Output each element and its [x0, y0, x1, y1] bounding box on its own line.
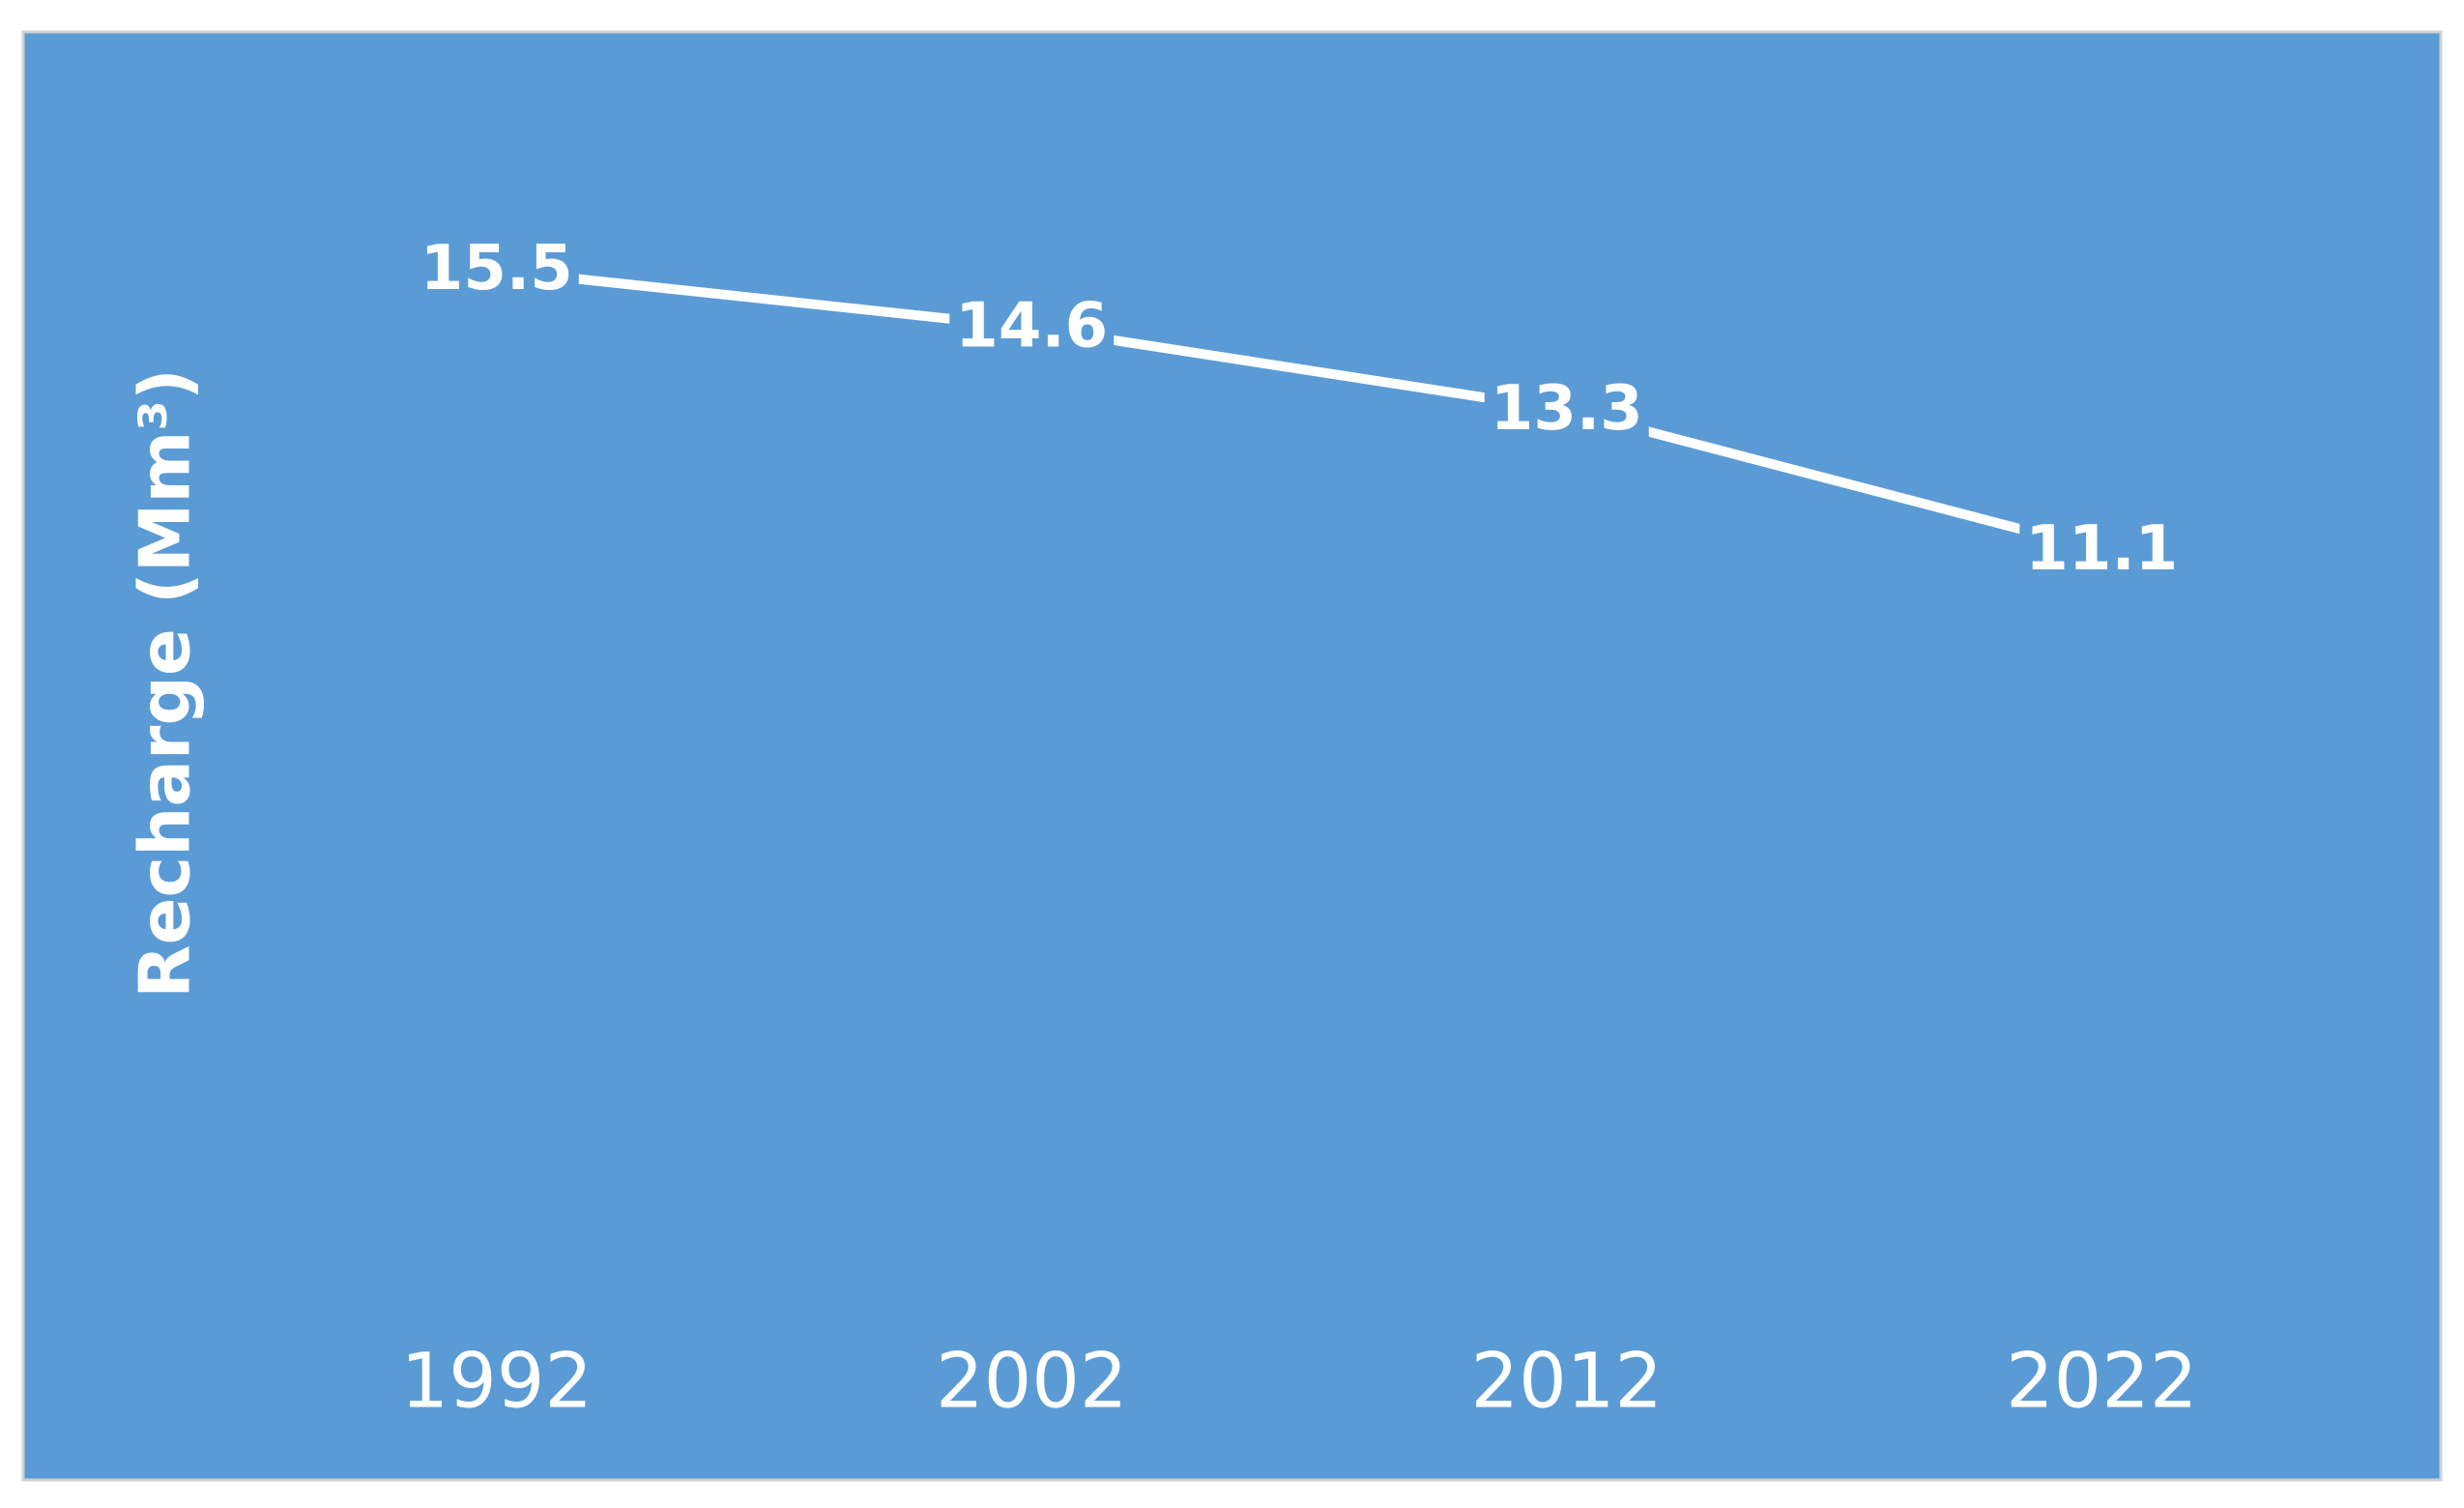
x-tick-label: 2012: [1470, 1338, 1663, 1425]
x-tick-label: 2022: [2006, 1338, 2198, 1425]
x-tick-label: 2002: [936, 1338, 1128, 1425]
data-label-background: [949, 290, 1115, 364]
data-label: 11.1: [2025, 513, 2178, 585]
line: [496, 265, 2103, 556]
y-axis-label: Recharge (Mm³): [125, 368, 206, 999]
data-label-background: [2019, 513, 2185, 588]
data-label: 15.5: [420, 233, 573, 304]
data-label: 13.3: [1491, 373, 1643, 445]
chart-background: [21, 30, 2443, 1482]
data-label-background: [1484, 373, 1649, 448]
data-label: 14.6: [955, 290, 1108, 362]
x-tick-label: 1992: [400, 1338, 593, 1425]
data-label-background: [414, 233, 579, 307]
